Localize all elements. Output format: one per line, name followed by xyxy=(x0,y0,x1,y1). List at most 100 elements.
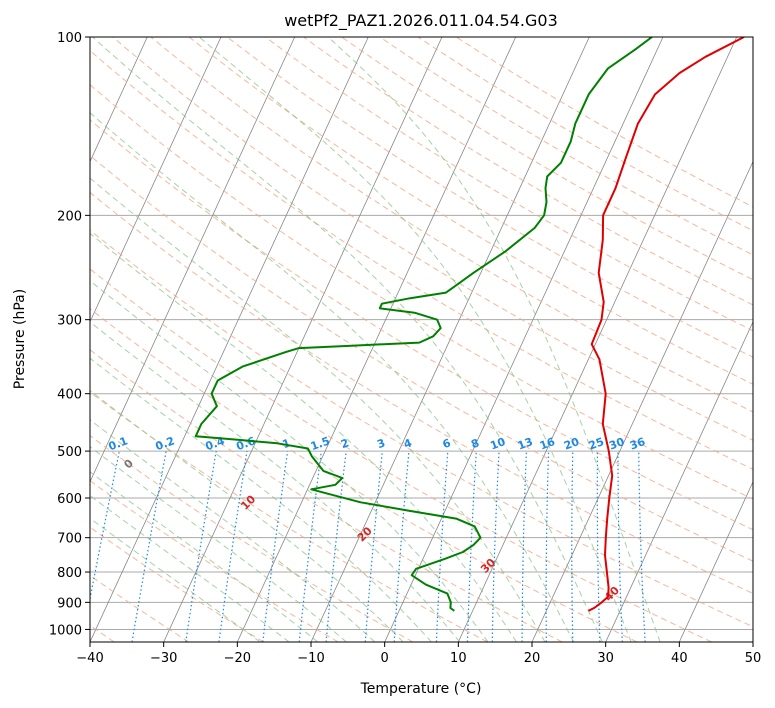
x-tick-label: −10 xyxy=(297,651,324,666)
y-tick-label: 100 xyxy=(57,31,82,46)
moist-adiabat-line xyxy=(90,112,575,642)
dry-adiabat-line xyxy=(90,391,488,642)
mixing-ratio-label: 1.5 xyxy=(309,434,332,453)
mixing-ratio-line xyxy=(571,451,574,642)
x-tick-label: 20 xyxy=(524,651,541,666)
dry-adiabat-line xyxy=(90,349,563,642)
moist-adiabat-line xyxy=(90,280,489,642)
mixing-ratio-label: 10 xyxy=(488,435,507,453)
dry-adiabat-label: 0 xyxy=(121,456,136,471)
moist-adiabat-line xyxy=(90,517,261,642)
isotherm-line xyxy=(90,37,148,163)
mixing-ratio-line xyxy=(435,451,449,642)
isotherm-line xyxy=(90,37,296,483)
dry-adiabat-line xyxy=(90,229,753,628)
plot-frame xyxy=(89,36,754,643)
x-tick-label: 0 xyxy=(381,651,389,666)
y-tick-label: 500 xyxy=(57,445,82,460)
mixing-ratio-label: 2 xyxy=(339,436,351,451)
y-tick-label: 600 xyxy=(57,492,82,507)
y-tick-label: 700 xyxy=(57,532,82,547)
moist-adiabat-line xyxy=(90,494,290,642)
plot-area: 0.10.20.40.611.52346810131620253036-100-… xyxy=(19,37,753,642)
mixing-ratio-line xyxy=(218,451,248,642)
isotherm-line xyxy=(605,320,753,642)
mixing-ratio-line xyxy=(545,451,550,642)
moist-adiabat-line xyxy=(90,471,319,642)
mixing-ratio-line xyxy=(131,450,167,642)
mixing-ratio-label: 30 xyxy=(607,435,626,453)
dry-adiabat-line xyxy=(150,37,753,413)
mixing-ratio-label: 0.6 xyxy=(234,434,257,453)
moist-adiabat-line xyxy=(90,357,432,642)
dry-adiabat-line xyxy=(90,435,414,642)
dry-adiabat-line xyxy=(90,84,753,500)
moist-adiabat-line xyxy=(327,37,661,642)
dry-adiabat-line xyxy=(90,574,190,642)
mixing-ratio-line xyxy=(393,451,410,642)
dry-adiabat-line xyxy=(341,37,753,281)
y-tick-label: 300 xyxy=(57,314,82,329)
isotherm-line xyxy=(90,37,222,323)
y-tick-label: 800 xyxy=(57,566,82,581)
x-tick-label: −30 xyxy=(150,651,177,666)
mixing-ratio-label: 1 xyxy=(281,436,293,451)
y-tick-label: 900 xyxy=(57,596,82,611)
moist-adiabat-line xyxy=(198,37,632,642)
mixing-ratio-label: 25 xyxy=(587,435,606,452)
mixing-ratio-label: 36 xyxy=(628,435,647,453)
mixing-ratio-line xyxy=(364,451,383,642)
mixing-ratio-label: 13 xyxy=(516,435,535,452)
x-tick-label: −40 xyxy=(76,651,103,666)
dry-adiabat-line xyxy=(90,119,753,531)
x-tick-label: 50 xyxy=(745,651,762,666)
y-tick-label: 1000 xyxy=(49,623,82,638)
isotherm-line xyxy=(457,37,738,642)
dry-adiabat-line xyxy=(379,37,753,256)
dry-adiabat-line xyxy=(90,480,339,642)
mixing-ratio-label: 6 xyxy=(441,436,453,451)
chart-title: wetPf2_PAZ1.2026.011.04.54.G03 xyxy=(284,11,558,31)
y-tick-label: 400 xyxy=(57,388,82,403)
dry-adiabat-label: 30 xyxy=(478,556,498,576)
y-axis: 100 200 300 400 500 600 700 800 900 1000 xyxy=(49,31,90,638)
mixing-ratio-label: 0.2 xyxy=(154,434,177,453)
mixing-ratio-label: 20 xyxy=(562,435,581,453)
isotherm-line xyxy=(531,160,753,642)
dry-adiabat-line xyxy=(188,37,753,385)
dry-adiabat-line xyxy=(226,37,753,358)
dry-adiabat-line xyxy=(265,37,753,332)
moist-adiabat-line xyxy=(92,37,603,642)
x-tick-label: 30 xyxy=(597,651,614,666)
moist-adiabat-line xyxy=(90,419,376,642)
dry-adiabat-line xyxy=(303,37,753,306)
mixing-ratio-line xyxy=(262,451,289,642)
dry-adiabat-line xyxy=(90,191,753,595)
isotherm-line xyxy=(90,37,369,642)
mixing-ratio-line xyxy=(185,451,217,642)
moist-adiabat-line xyxy=(90,232,517,642)
moist-adiabat-line xyxy=(90,446,347,642)
x-tick-label: 10 xyxy=(450,651,467,666)
isotherm-line xyxy=(236,37,517,642)
x-tick-label: −20 xyxy=(224,651,251,666)
dry-adiabat-label: 40 xyxy=(602,584,622,604)
mixing-ratio-label: 3 xyxy=(375,436,387,451)
x-tick-label: 40 xyxy=(671,651,688,666)
temperature-profile-line xyxy=(587,37,745,612)
mixing-ratio-line xyxy=(325,451,347,642)
mixing-ratio-line xyxy=(638,451,646,642)
dry-adiabat-line xyxy=(90,155,753,562)
mixing-ratio-label: 4 xyxy=(402,436,414,451)
moist-adiabat-line xyxy=(90,389,404,642)
dry-adiabat-label: -10 xyxy=(19,424,42,447)
dry-adiabat-label: 10 xyxy=(238,492,258,512)
mixing-ratio-label: 16 xyxy=(538,435,557,453)
y-axis-title: Pressure (hPa) xyxy=(12,289,28,389)
moist-adiabat-line xyxy=(90,177,546,642)
isotherm-line xyxy=(678,480,753,642)
moist-adiabat-line xyxy=(90,321,461,642)
isotherm-line xyxy=(163,37,443,642)
mixing-ratio-line xyxy=(596,451,601,642)
